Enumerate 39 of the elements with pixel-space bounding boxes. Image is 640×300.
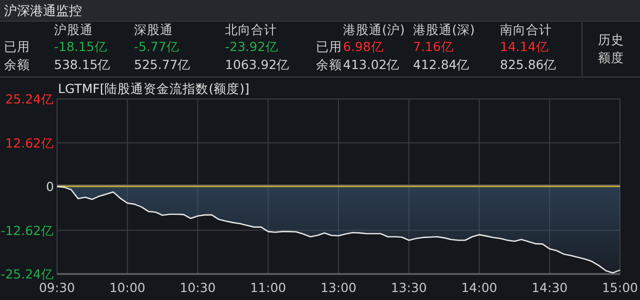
- x-tick-label: 14:00: [461, 280, 498, 295]
- x-tick-label: 13:30: [390, 280, 427, 295]
- y-tick-label: 25.24亿: [5, 92, 54, 106]
- text: 已用: [4, 39, 30, 54]
- x-tick-label: 13:00: [320, 280, 357, 295]
- text: 沪股通: [54, 22, 93, 37]
- text: 413.02亿: [343, 57, 400, 72]
- text: 538.15亿: [54, 57, 111, 72]
- text: -18.15亿: [54, 39, 108, 54]
- x-tick-label: 09:30: [38, 280, 76, 295]
- text: 525.77亿: [134, 57, 191, 72]
- text: 14.14亿: [500, 39, 549, 54]
- text: 余额: [4, 57, 30, 72]
- x-tick-label: 10:30: [180, 280, 216, 295]
- text: 7.16亿: [413, 39, 454, 54]
- x-tick-label: 10:00: [109, 280, 146, 295]
- text: 港股通(深): [413, 22, 475, 37]
- x-tick-label: 11:00: [250, 280, 286, 295]
- y-tick-label: 0: [46, 179, 54, 194]
- text: 历史额度: [598, 32, 624, 65]
- text: 1063.92亿: [225, 57, 290, 72]
- y-tick-label: -25.24亿: [0, 266, 54, 282]
- text: -5.77亿: [134, 39, 180, 54]
- text: 余额: [316, 57, 342, 72]
- text: 深股通: [134, 22, 173, 37]
- text: 南向合计: [500, 22, 552, 37]
- y-tick-label: -12.62亿: [0, 222, 54, 238]
- x-tick-label: 15:00: [602, 280, 638, 295]
- text: 6.98亿: [343, 39, 384, 54]
- chart-title: LGTMF[陆股通资金流指数(额度)]: [58, 81, 250, 96]
- text: 412.84亿: [413, 57, 470, 72]
- text: 已用: [316, 39, 342, 54]
- x-tick-label: 14:30: [532, 280, 568, 295]
- y-tick-label: 12.62亿: [5, 135, 54, 150]
- text: 沪深港通监控: [4, 3, 82, 19]
- text: 港股通(沪): [343, 22, 405, 37]
- text: 北向合计: [225, 22, 277, 37]
- text: -23.92亿: [225, 39, 278, 54]
- text: 825.86亿: [500, 57, 557, 72]
